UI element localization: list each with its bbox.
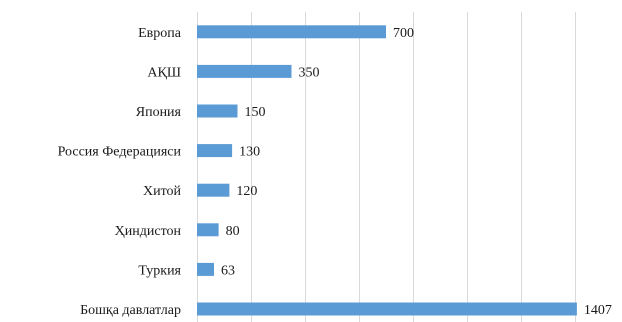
category-label: Россия Федерацияси <box>58 145 182 160</box>
bar <box>197 64 292 78</box>
data-label: 700 <box>393 26 414 41</box>
gridlines <box>197 12 576 322</box>
bars <box>197 25 577 316</box>
category-labels: Европа АҚШ Япония Россия Федерацияси Хитой Ҳи… <box>58 26 182 318</box>
category-label: Туркия <box>138 263 181 278</box>
data-label: 350 <box>299 65 320 80</box>
bar <box>197 25 386 39</box>
category-label: Европа <box>138 26 182 41</box>
data-label: 150 <box>245 105 266 120</box>
data-label: 80 <box>226 224 240 239</box>
data-label: 63 <box>221 263 235 278</box>
category-label: Япония <box>136 105 182 120</box>
category-label: Ҳиндистон <box>115 224 182 239</box>
bar <box>197 223 219 237</box>
bar <box>197 144 233 158</box>
data-label: 120 <box>236 184 257 199</box>
category-label: Хитой <box>143 184 182 199</box>
bar <box>197 104 238 118</box>
category-label: Бошқа давлатлар <box>80 303 181 318</box>
data-label: 1407 <box>584 303 612 318</box>
bar <box>197 183 230 197</box>
category-label: АҚШ <box>147 65 181 80</box>
data-label: 130 <box>239 145 260 160</box>
bar <box>197 262 215 276</box>
bar <box>197 302 577 316</box>
value-labels: 700 350 150 130 120 80 63 1407 <box>221 26 612 318</box>
